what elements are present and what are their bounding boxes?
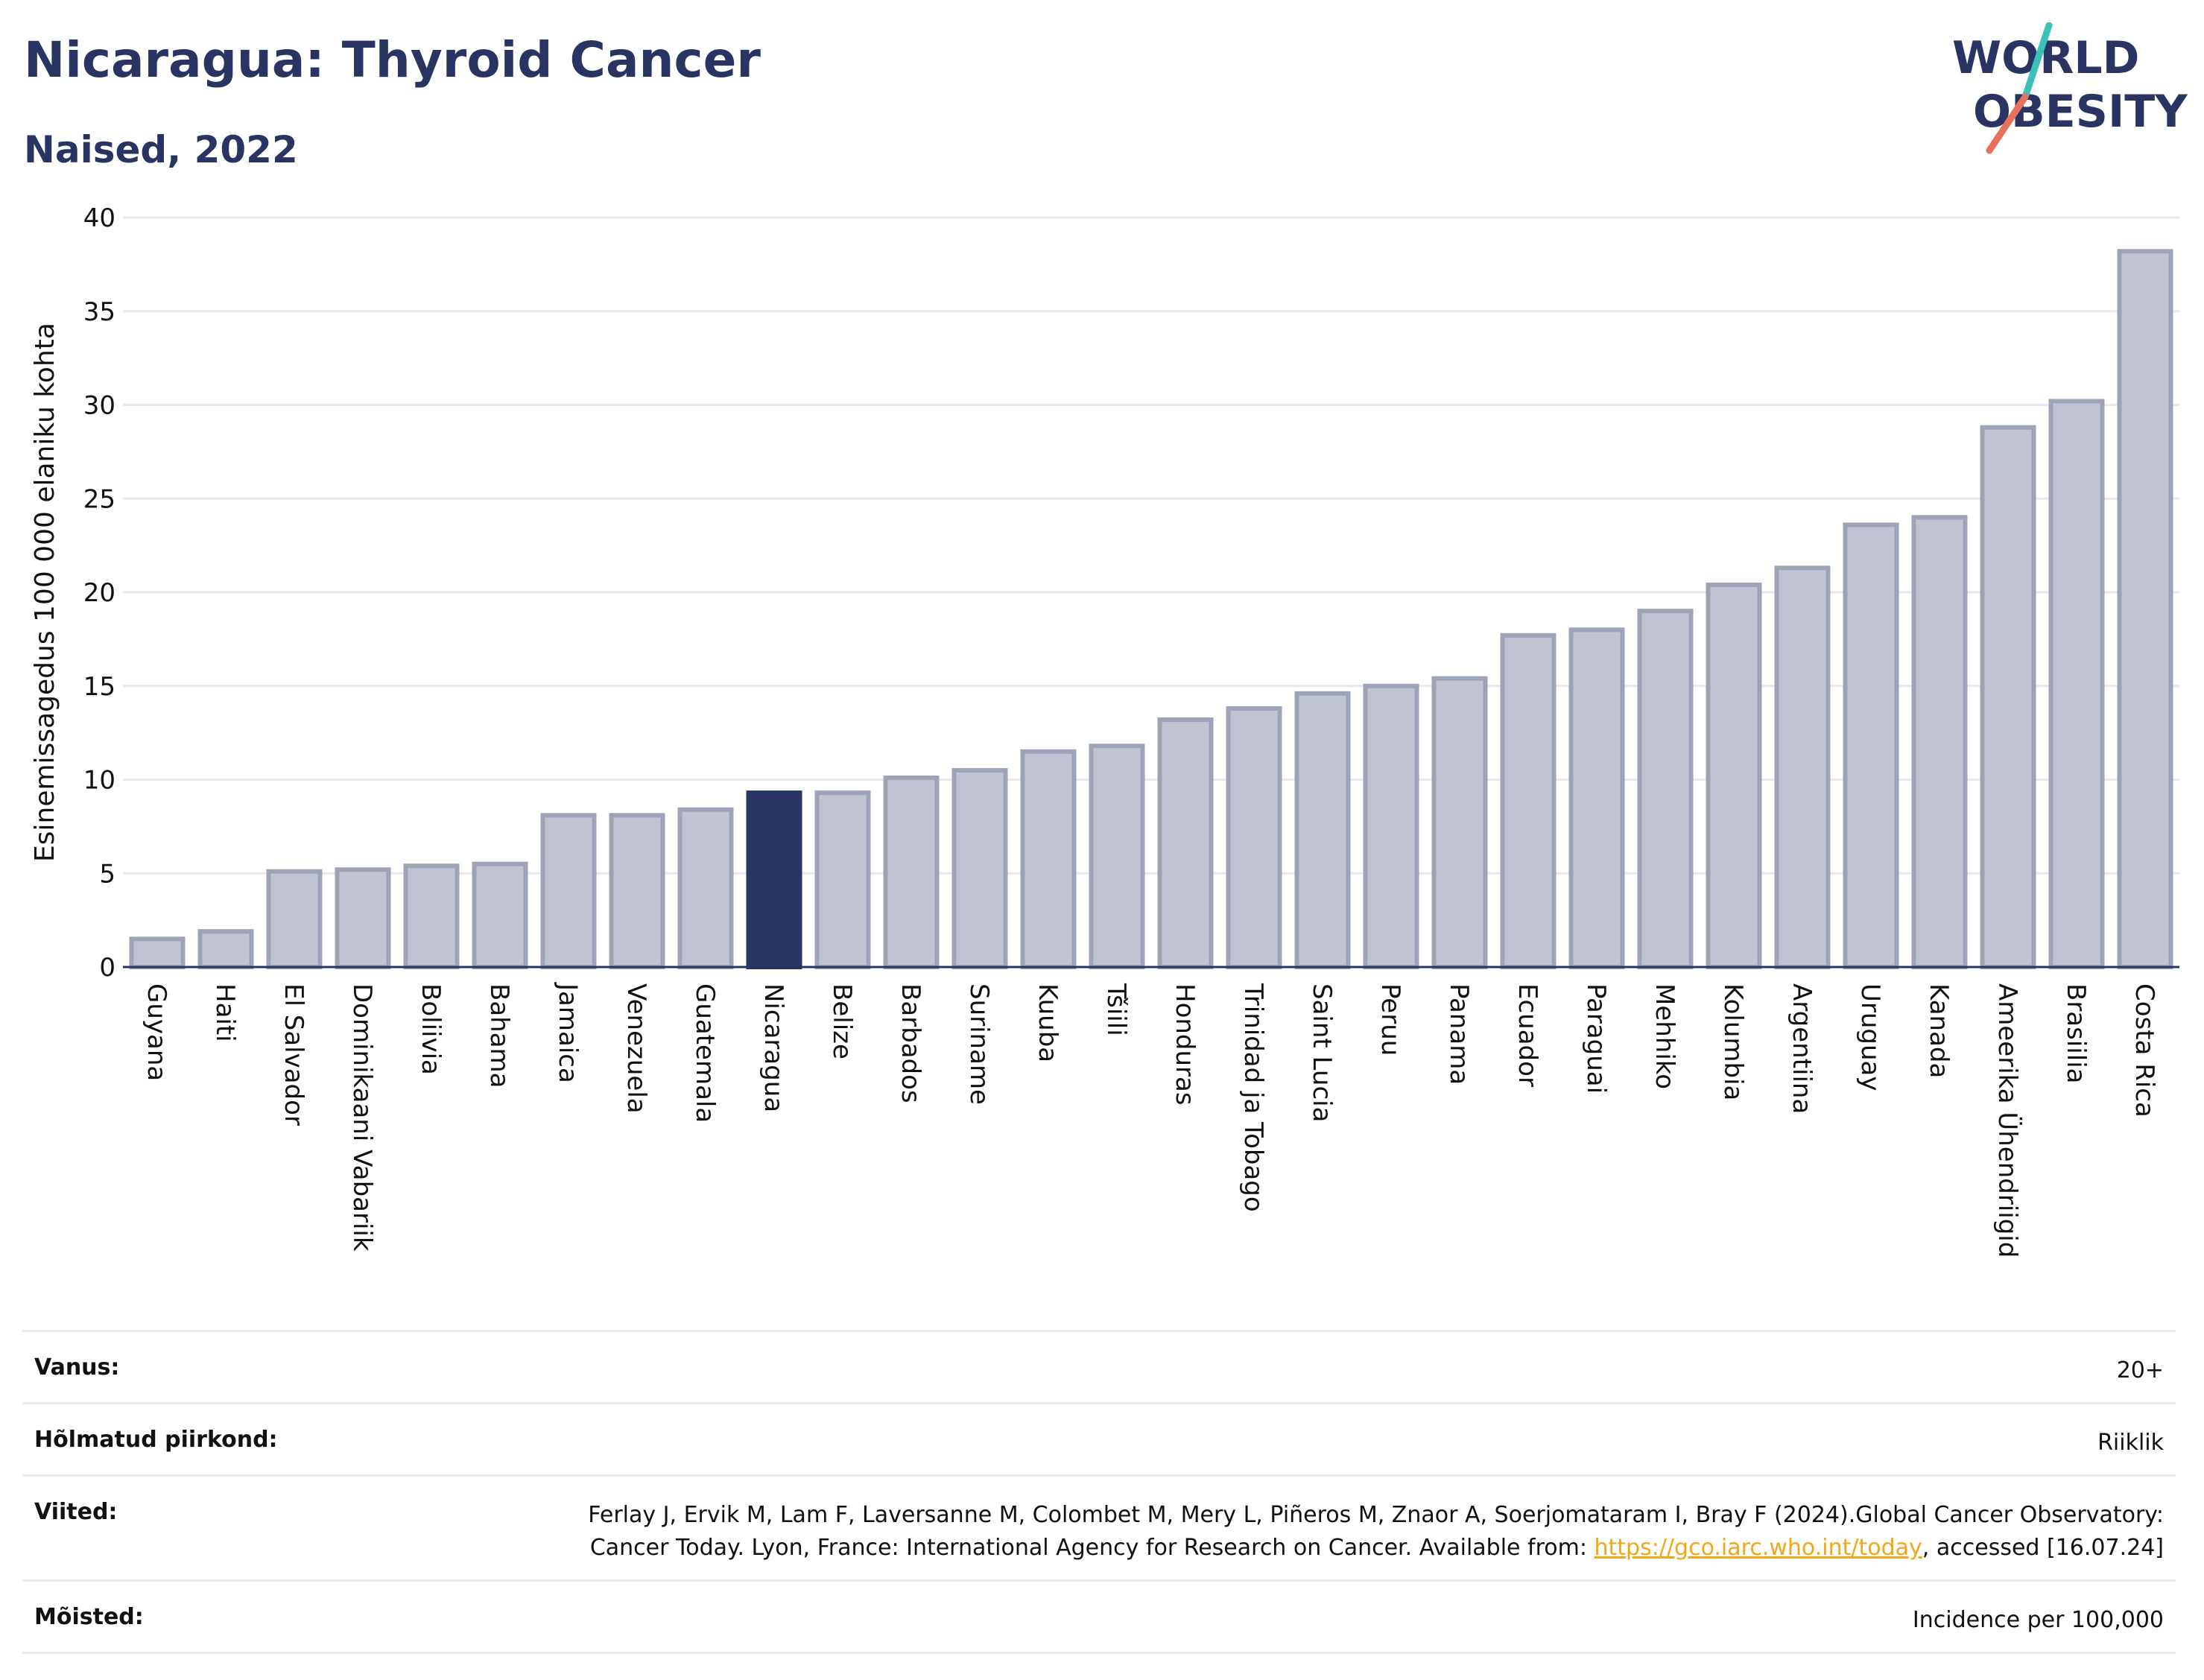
logo-slash-coral	[1986, 93, 2029, 154]
bar	[197, 929, 254, 969]
chart-subtitle: Naised, 2022	[24, 128, 298, 171]
chart-title: Nicaragua: Thyroid Cancer	[24, 31, 761, 89]
x-tick-label: Tšiili	[1101, 983, 1131, 1036]
info-row-age: Vanus: 20+	[22, 1330, 2176, 1402]
bar	[814, 790, 871, 969]
x-tick-label: Kanada	[1924, 983, 1954, 1078]
bar	[1843, 522, 1899, 969]
x-tick-label: Bahama	[484, 983, 514, 1088]
bar	[1020, 749, 1077, 970]
x-tick-label: Jamaica	[553, 982, 583, 1083]
y-tick-label: 25	[83, 484, 115, 514]
references-value: Ferlay J, Ervik M, Lam F, Laversanne M, …	[539, 1499, 2164, 1565]
bar-chart: 0 5 10 15 20 25 30 35 40 Guyana Haiti El Salvador D…	[30, 203, 2179, 1258]
x-tick-label: Uruguay	[1855, 983, 1885, 1091]
bar	[677, 807, 734, 969]
x-tick-label: Panama	[1444, 983, 1474, 1085]
definitions-label: Mõisted:	[34, 1604, 144, 1630]
x-tick-label: Mehhiko	[1650, 983, 1679, 1089]
references-label: Viited:	[34, 1499, 118, 1525]
x-tick-label: El Salvador	[279, 983, 308, 1126]
x-tick-label: Haiti	[210, 983, 240, 1042]
bar	[1980, 425, 2036, 969]
y-tick-label: 5	[99, 859, 115, 889]
x-tick-label: Ameerika Ühendriigid	[1992, 983, 2023, 1258]
bar	[2117, 249, 2173, 969]
x-tick-label: Saint Lucia	[1307, 983, 1337, 1122]
world-obesity-logo: WORLD OBESITY	[1952, 22, 2188, 154]
y-tick-label: 0	[99, 953, 115, 983]
info-table: Vanus: 20+ Hõlmatud piirkond: Riiklik Vi…	[22, 1330, 2176, 1654]
x-tick-label: Dominikaani Vabariik	[347, 983, 377, 1252]
bar	[1363, 683, 1419, 969]
x-tick-label: Costa Rica	[2129, 983, 2159, 1118]
y-tick-label: 15	[83, 672, 115, 702]
references-text-2: , accessed [16.07.24]	[1922, 1535, 2164, 1561]
bar	[1500, 633, 1557, 969]
y-tick-label: 10	[83, 766, 115, 796]
logo-text-obesity: OBESITY	[1973, 86, 2188, 138]
x-tick-label: Boliivia	[416, 983, 446, 1075]
x-tick-label: Nicaragua	[759, 983, 788, 1112]
bar	[472, 861, 528, 970]
references-link[interactable]: https://gco.iarc.who.int/today	[1594, 1535, 1922, 1561]
bars	[129, 249, 2173, 970]
bar	[1294, 691, 1351, 969]
y-axis-ticks: 0 5 10 15 20 25 30 35 40	[83, 203, 115, 983]
x-tick-label: Guatemala	[690, 983, 720, 1123]
x-tick-label: Argentiina	[1787, 983, 1817, 1114]
bar	[1089, 744, 1145, 969]
bar	[1911, 515, 1968, 969]
bar	[266, 869, 323, 969]
x-axis-labels: Guyana Haiti El Salvador Dominikaani Vabari…	[142, 982, 2159, 1258]
bar	[883, 775, 940, 969]
y-tick-label: 30	[83, 391, 115, 421]
y-tick-label: 20	[83, 578, 115, 608]
logo-slash-teal	[2021, 22, 2053, 101]
region-value: Riiklik	[2097, 1430, 2164, 1456]
bar-highlight	[746, 790, 802, 969]
definitions-value: Incidence per 100,000	[1912, 1607, 2164, 1633]
age-label: Vanus:	[34, 1354, 120, 1381]
bar	[1637, 609, 1694, 970]
bar	[540, 813, 597, 970]
bar	[609, 813, 665, 970]
references-text-1: Ferlay J, Ervik M, Lam F, Laversanne M, …	[588, 1502, 2164, 1561]
x-tick-label: Honduras	[1170, 983, 1200, 1106]
bar	[1568, 627, 1625, 969]
y-tick-label: 40	[83, 203, 115, 233]
x-tick-label: Guyana	[142, 983, 171, 1081]
x-tick-label: Suriname	[964, 983, 994, 1105]
info-row-region: Hõlmatud piirkond: Riiklik	[22, 1402, 2176, 1474]
info-row-definitions: Mõisted: Incidence per 100,000	[22, 1579, 2176, 1654]
bar	[1157, 717, 1214, 970]
info-row-references: Viited: Ferlay J, Ervik M, Lam F, Lavers…	[22, 1474, 2176, 1579]
age-value: 20+	[2116, 1357, 2164, 1383]
x-tick-label: Ecuador	[1513, 983, 1542, 1087]
x-tick-label: Kuuba	[1033, 983, 1063, 1062]
y-tick-label: 35	[83, 297, 115, 327]
x-tick-label: Venezuela	[621, 983, 651, 1114]
x-tick-label: Brasiilia	[2061, 983, 2091, 1083]
bar	[335, 867, 391, 969]
bar	[1774, 565, 1831, 969]
x-tick-label: Peruu	[1375, 983, 1405, 1056]
x-tick-label: Kolumbia	[1718, 983, 1748, 1100]
x-tick-label: Paraguai	[1581, 983, 1611, 1094]
x-tick-label: Belize	[827, 983, 857, 1059]
bar	[129, 936, 186, 970]
bar	[1706, 582, 1762, 969]
x-tick-label: Trinidad ja Tobago	[1238, 983, 1268, 1212]
bar	[403, 863, 460, 969]
bar	[2048, 399, 2105, 969]
region-label: Hõlmatud piirkond:	[34, 1427, 278, 1453]
bar	[1226, 706, 1282, 969]
bar	[1431, 676, 1488, 969]
y-axis-title: Esinemissagedus 100 000 elaniku kohta	[30, 323, 60, 862]
bar	[951, 767, 1008, 970]
x-tick-label: Barbados	[896, 983, 925, 1103]
